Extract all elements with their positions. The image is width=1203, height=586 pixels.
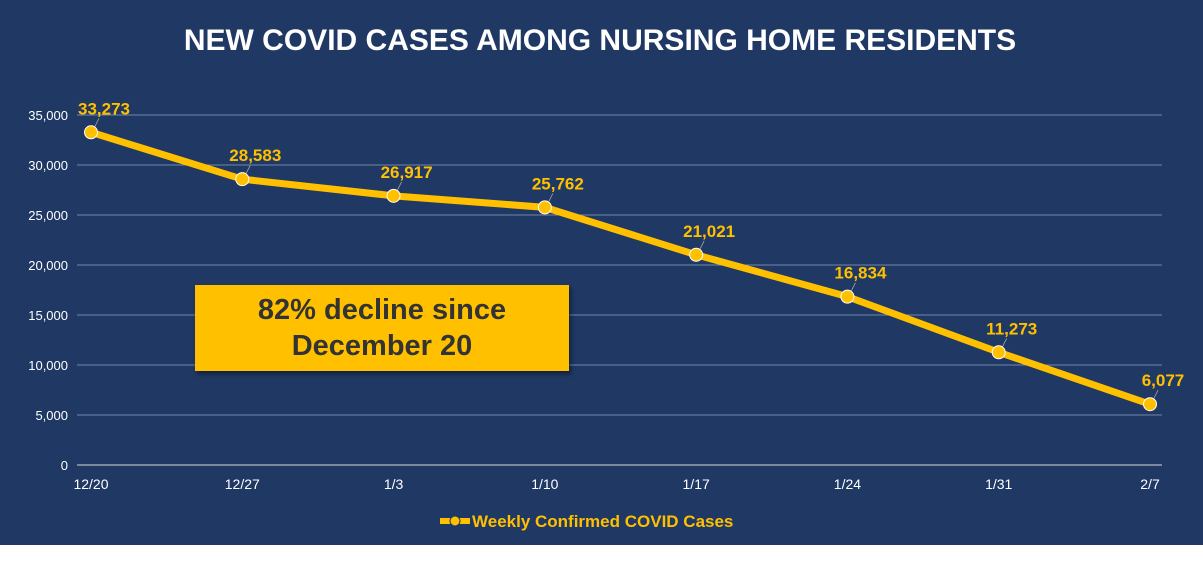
data-point xyxy=(537,200,552,215)
label-leader-line xyxy=(245,164,251,174)
data-label: 26,917 xyxy=(381,163,433,182)
axes: 0 5,000 10,000 15,000 20,000 25,000 30,000 35,0… xyxy=(28,108,1162,492)
y-tick-label: 35,000 xyxy=(28,108,68,123)
data-point xyxy=(991,345,1006,360)
x-tick-label: 12/27 xyxy=(225,476,260,492)
data-label: 33,273 xyxy=(78,99,130,118)
callout-line-1: 82% decline since xyxy=(257,294,507,326)
x-tick-label: 1/17 xyxy=(683,476,710,492)
y-tick-label: 0 xyxy=(61,458,68,473)
y-tick-label: 30,000 xyxy=(28,158,68,173)
y-tick-label: 5,000 xyxy=(35,408,68,423)
series-weekly-cases: 33,273 28,583 26,917 25,762 21,021 16,834 11,2… xyxy=(78,99,1185,412)
data-point xyxy=(386,188,401,203)
label-leader-line xyxy=(94,118,100,127)
data-label: 21,021 xyxy=(683,222,735,241)
series-line xyxy=(87,128,1154,408)
chart-area: NEW COVID CASES AMONG NURSING HOME RESID… xyxy=(0,0,1203,545)
y-tick-label: 25,000 xyxy=(28,208,68,223)
x-tick-label: 2/7 xyxy=(1140,476,1160,492)
x-tick-label: 1/24 xyxy=(834,476,861,492)
data-point xyxy=(235,172,250,187)
label-leader-line xyxy=(699,240,705,249)
x-tick-label: 1/3 xyxy=(384,476,404,492)
data-point xyxy=(689,247,704,262)
data-point xyxy=(84,125,98,140)
label-leader-line xyxy=(397,181,402,191)
label-leader-line xyxy=(851,282,856,291)
decline-callout: 82% decline since December 20 xyxy=(195,285,569,371)
y-tick-label: 20,000 xyxy=(28,258,68,273)
data-label: 16,834 xyxy=(834,264,887,283)
legend-marker-swatch xyxy=(449,515,461,527)
line-chart: NEW COVID CASES AMONG NURSING HOME RESID… xyxy=(28,24,1185,531)
legend-label: Weekly Confirmed COVID Cases xyxy=(472,512,733,531)
label-leader-line xyxy=(1002,338,1008,347)
legend: Weekly Confirmed COVID Cases xyxy=(440,512,733,531)
data-label: 11,273 xyxy=(986,319,1037,338)
x-tick-label: 12/20 xyxy=(73,476,108,492)
y-tick-label: 10,000 xyxy=(28,358,68,373)
x-tick-label: 1/31 xyxy=(985,476,1012,492)
callout-line-2: December 20 xyxy=(291,330,473,362)
data-label: 25,762 xyxy=(532,174,584,193)
data-point xyxy=(840,289,855,304)
x-tick-label: 1/10 xyxy=(531,476,558,492)
y-tick-label: 15,000 xyxy=(28,308,68,323)
chart-title: NEW COVID CASES AMONG NURSING HOME RESID… xyxy=(184,24,1016,57)
label-leader-line xyxy=(1153,390,1159,399)
data-point xyxy=(1143,397,1157,412)
label-leader-line xyxy=(548,193,554,202)
data-label: 6,077 xyxy=(1142,371,1185,390)
data-label: 28,583 xyxy=(229,146,281,165)
